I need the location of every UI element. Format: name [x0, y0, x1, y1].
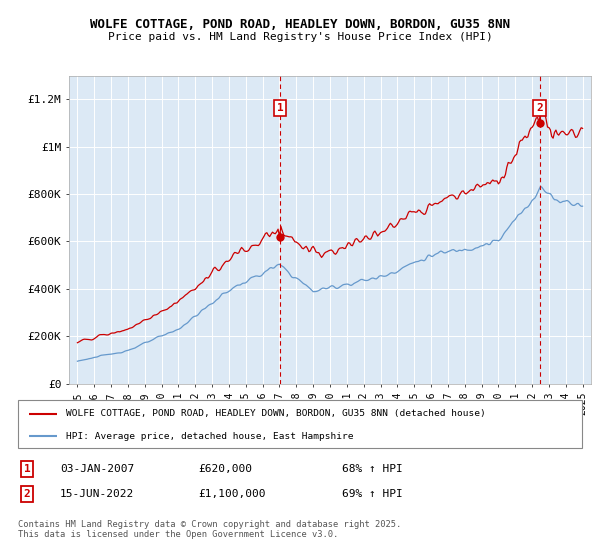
Text: 1: 1: [277, 103, 284, 113]
Text: 15-JUN-2022: 15-JUN-2022: [60, 489, 134, 499]
Text: HPI: Average price, detached house, East Hampshire: HPI: Average price, detached house, East…: [66, 432, 353, 441]
Text: 1: 1: [23, 464, 31, 474]
Text: 68% ↑ HPI: 68% ↑ HPI: [342, 464, 403, 474]
Text: 2: 2: [536, 103, 543, 113]
Text: 2: 2: [23, 489, 31, 499]
Text: £620,000: £620,000: [198, 464, 252, 474]
Text: Price paid vs. HM Land Registry's House Price Index (HPI): Price paid vs. HM Land Registry's House …: [107, 32, 493, 42]
Text: WOLFE COTTAGE, POND ROAD, HEADLEY DOWN, BORDON, GU35 8NN (detached house): WOLFE COTTAGE, POND ROAD, HEADLEY DOWN, …: [66, 409, 485, 418]
Text: 03-JAN-2007: 03-JAN-2007: [60, 464, 134, 474]
Text: £1,100,000: £1,100,000: [198, 489, 265, 499]
Text: Contains HM Land Registry data © Crown copyright and database right 2025.
This d: Contains HM Land Registry data © Crown c…: [18, 520, 401, 539]
Text: WOLFE COTTAGE, POND ROAD, HEADLEY DOWN, BORDON, GU35 8NN: WOLFE COTTAGE, POND ROAD, HEADLEY DOWN, …: [90, 18, 510, 31]
Text: 69% ↑ HPI: 69% ↑ HPI: [342, 489, 403, 499]
